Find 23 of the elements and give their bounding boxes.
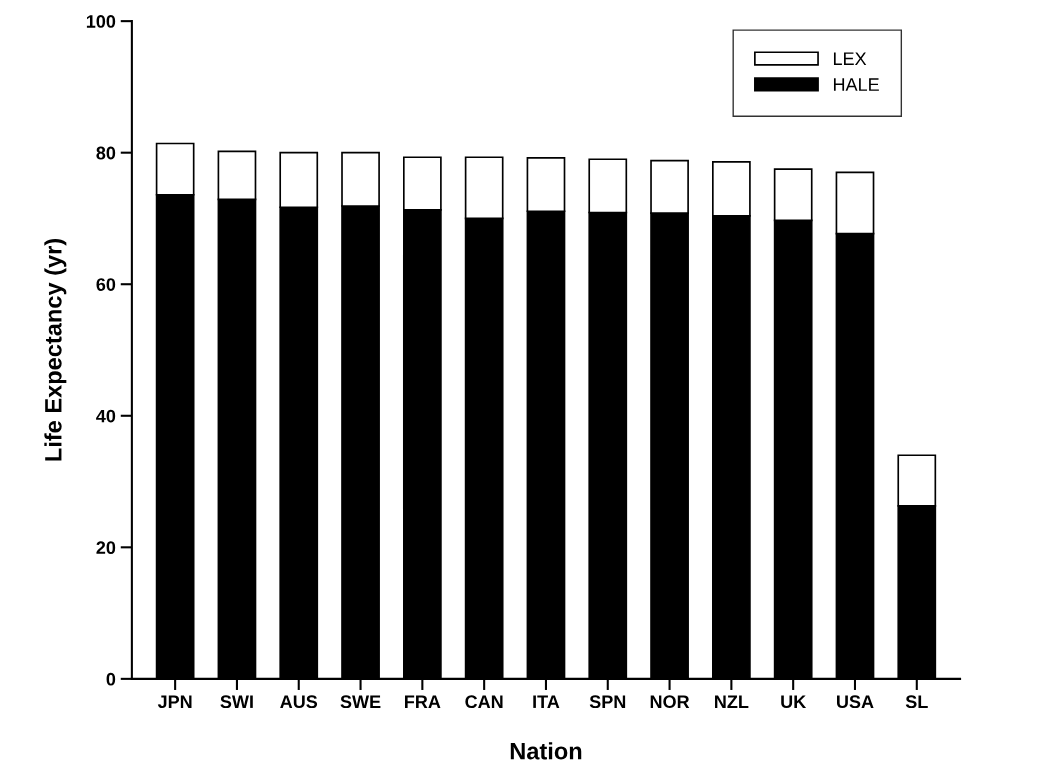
y-tick-label: 40	[96, 409, 116, 423]
x-tick-label: FRA	[405, 695, 441, 708]
x-tick-label: SL	[905, 695, 928, 709]
x-tick-label: NOR	[650, 695, 690, 709]
y-tick-label: 60	[96, 278, 116, 291]
x-tick-label: SWE	[340, 695, 381, 709]
legend-label: LEX	[833, 52, 867, 65]
x-tick-label: JPN	[157, 695, 192, 709]
x-axis-title: Nation	[510, 742, 582, 760]
x-tick-label: SPN	[589, 695, 626, 709]
x-tick-label: USA	[837, 695, 874, 709]
y-tick-label: 0	[106, 672, 116, 686]
y-tick-label: 100	[86, 15, 116, 28]
x-tick-label: UK	[781, 695, 807, 709]
y-axis-title: Life Expectancy (yr)	[44, 238, 67, 461]
y-tick-label: 80	[96, 146, 116, 160]
x-tick-label: ITA	[533, 695, 560, 708]
y-tick-label: 20	[96, 541, 116, 555]
legend-label: HALE	[833, 78, 879, 91]
x-tick-label: NZL	[715, 695, 749, 708]
x-tick-label: AUS	[280, 695, 318, 709]
x-tick-label: CAN	[465, 695, 503, 709]
x-tick-label: SWI	[220, 695, 253, 709]
